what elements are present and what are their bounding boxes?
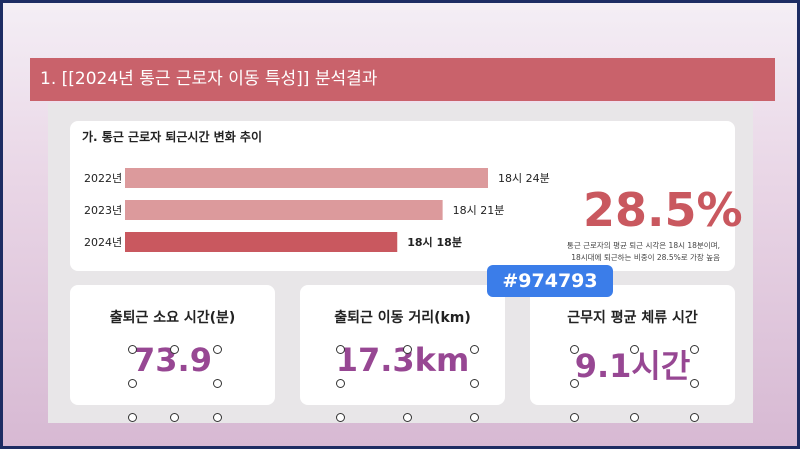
selection-handle xyxy=(470,413,479,422)
selection-handle xyxy=(403,345,412,354)
category-label: 2022년 xyxy=(84,172,122,185)
chart-title: 가. 통근 근로자 퇴근시간 변화 추이 xyxy=(82,129,262,144)
selection-handle xyxy=(336,379,345,388)
card-label: 근무지 평균 체류 시간 xyxy=(567,310,698,326)
category-label: 2024년 xyxy=(84,236,122,249)
selection-handle xyxy=(336,413,345,422)
stat-card: 출퇴근 이동 거리(km) 17.3km xyxy=(300,285,505,422)
value-label: 18시 24분 xyxy=(498,172,550,185)
selection-handle xyxy=(128,345,137,354)
highlight-note: 18시대에 퇴근하는 비중이 28.5%로 가장 높음 xyxy=(571,253,720,262)
card-label: 출퇴근 소요 시간(분) xyxy=(109,310,236,326)
card-label: 출퇴근 이동 거리(km) xyxy=(334,310,471,326)
bar xyxy=(125,168,488,188)
value-label: 18시 21분 xyxy=(453,204,505,217)
slide-title: 1. [[2024년 통근 근로자 이동 특성]] 분석결과 xyxy=(30,58,775,101)
selection-handle xyxy=(570,345,579,354)
selection-handle xyxy=(630,413,639,422)
color-tooltip: #974793 xyxy=(487,265,613,297)
value-label: 18시 18분 xyxy=(407,236,462,249)
selection-handle xyxy=(213,413,222,422)
selection-handle xyxy=(690,345,699,354)
selection-handle xyxy=(128,413,137,422)
selection-handle xyxy=(170,413,179,422)
highlight-value: 28.5% xyxy=(583,183,743,237)
stat-card: 근무지 평균 체류 시간 9.1시간 xyxy=(530,285,735,422)
category-label: 2023년 xyxy=(84,204,122,217)
card-value: 17.3km xyxy=(335,341,470,379)
selection-handle xyxy=(213,379,222,388)
selection-handle xyxy=(128,379,137,388)
bar xyxy=(125,232,398,252)
chart: 가. 통근 근로자 퇴근시간 변화 추이 2022년 18시 24분 2023년 18… xyxy=(82,129,550,252)
selection-handle xyxy=(336,345,345,354)
selection-handle xyxy=(470,345,479,354)
highlight-note: 통근 근로자의 평균 퇴근 시각은 18시 18분이며, xyxy=(566,241,720,250)
bar xyxy=(125,200,443,220)
stat-card: 출퇴근 소요 시간(분) 73.9 xyxy=(70,285,275,422)
selection-handle xyxy=(690,379,699,388)
selection-handle xyxy=(170,345,179,354)
selection-handle xyxy=(570,379,579,388)
selection-handle xyxy=(470,379,479,388)
selection-handle xyxy=(630,345,639,354)
selection-handle xyxy=(403,413,412,422)
selection-handle xyxy=(213,345,222,354)
selection-handle xyxy=(690,413,699,422)
selection-handle xyxy=(570,413,579,422)
